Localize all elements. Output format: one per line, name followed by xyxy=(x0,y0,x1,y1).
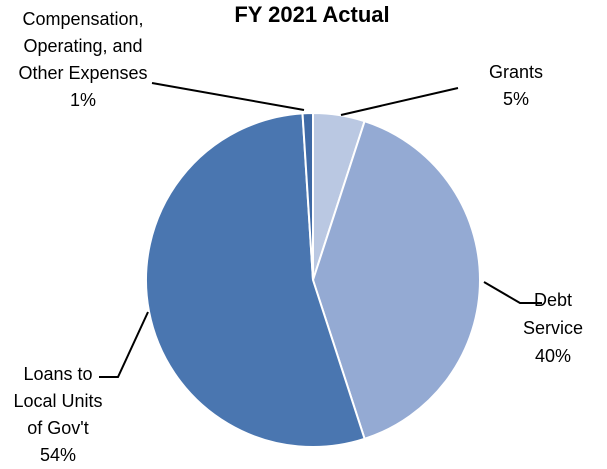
chart-title: FY 2021 Actual xyxy=(234,2,389,27)
leader-line xyxy=(340,87,459,116)
slice-labels: Grants 5% Debt Service 40% Loans to Local Unit… xyxy=(13,9,583,465)
slice-label-line: of Gov't xyxy=(27,418,88,438)
slice-label-line: Local Units xyxy=(13,391,102,411)
slice-label-line: Loans to xyxy=(23,364,92,384)
slice-label-line: Other Expenses xyxy=(18,63,147,83)
slice-label: Grants 5% xyxy=(489,62,543,109)
slice-label-line: Operating, and xyxy=(23,36,142,56)
leader-line xyxy=(151,82,305,111)
slice-label-line: Compensation, xyxy=(22,9,143,29)
slice-label: Compensation, Operating, and Other Expense… xyxy=(18,9,147,110)
slice-label-line: 1% xyxy=(70,90,96,110)
pie-slice xyxy=(311,119,481,441)
slice-label-line: Grants xyxy=(489,62,543,82)
slice-label-line: Service xyxy=(523,318,583,338)
slice-label: Loans to Local Units of Gov't 54% xyxy=(13,364,102,465)
pie-slices xyxy=(145,111,481,448)
slice-label-line: Debt xyxy=(534,290,572,310)
slice-label-line: 5% xyxy=(503,89,529,109)
slice-label: Debt Service 40% xyxy=(523,290,583,366)
slice-label-line: 54% xyxy=(40,445,76,465)
pie-slice xyxy=(301,111,314,281)
leader-line xyxy=(99,311,149,378)
pie-slice xyxy=(145,112,366,448)
leader-lines xyxy=(99,82,542,378)
slice-label-line: 40% xyxy=(535,346,571,366)
leader-line xyxy=(483,281,542,304)
